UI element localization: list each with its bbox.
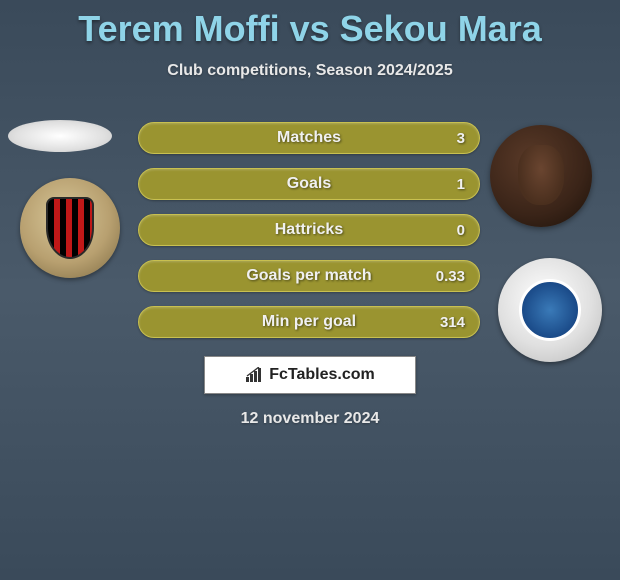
bar-chart-icon <box>245 367 265 383</box>
stats-panel: Matches 3 Goals 1 Hattricks 0 Goals per … <box>138 122 480 352</box>
stat-label: Goals <box>287 175 331 193</box>
stat-row-matches: Matches 3 <box>138 122 480 154</box>
stat-row-goals: Goals 1 <box>138 168 480 200</box>
stat-value: 0 <box>457 222 465 239</box>
brand-text: FcTables.com <box>269 366 375 384</box>
player-left-avatar <box>8 120 112 152</box>
player-left-club-badge <box>20 178 120 278</box>
subtitle: Club competitions, Season 2024/2025 <box>0 62 620 80</box>
stat-label: Hattricks <box>275 221 343 239</box>
stat-value: 0.33 <box>436 268 465 285</box>
stat-value: 3 <box>457 130 465 147</box>
stat-value: 1 <box>457 176 465 193</box>
brand-badge[interactable]: FcTables.com <box>204 356 416 394</box>
stat-label: Min per goal <box>262 313 356 331</box>
stat-row-min-per-goal: Min per goal 314 <box>138 306 480 338</box>
stat-label: Goals per match <box>246 267 371 285</box>
date-text: 12 november 2024 <box>0 410 620 428</box>
page-title: Terem Moffi vs Sekou Mara <box>0 0 620 50</box>
stat-label: Matches <box>277 129 341 147</box>
stat-row-goals-per-match: Goals per match 0.33 <box>138 260 480 292</box>
stat-row-hattricks: Hattricks 0 <box>138 214 480 246</box>
player-right-club-badge <box>498 258 602 362</box>
player-right-avatar <box>490 125 592 227</box>
stat-value: 314 <box>440 314 465 331</box>
